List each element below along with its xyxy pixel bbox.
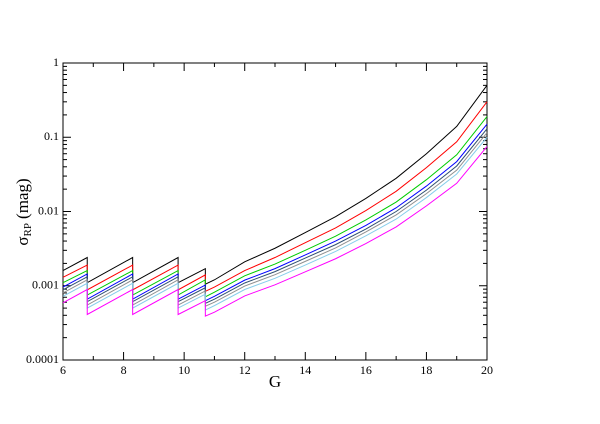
y-axis-label: σRP (mag) (13, 178, 34, 245)
y-label-subscript: RP (22, 223, 34, 236)
x-tick-label: 12 (239, 363, 251, 377)
x-tick-label: 14 (299, 363, 311, 377)
series-line (62, 146, 488, 317)
x-tick-label: 6 (60, 363, 66, 377)
series-line (62, 101, 488, 293)
series-line (62, 116, 488, 298)
y-tick-label: 0.01 (38, 203, 59, 217)
series-line (62, 123, 488, 302)
x-tick-label: 8 (121, 363, 127, 377)
series-line (62, 132, 488, 307)
x-tick-label: 10 (178, 363, 190, 377)
y-tick-label: 0.1 (44, 129, 59, 143)
x-tick-label: 20 (481, 363, 493, 377)
y-label-unit: (mag) (13, 178, 32, 219)
y-label-symbol: σ (13, 236, 32, 245)
y-tick-label: 0.0001 (26, 352, 59, 366)
x-tick-label: 16 (360, 363, 372, 377)
x-axis-label: G (269, 372, 281, 391)
y-tick-label: 0.001 (32, 278, 59, 292)
plot-frame (62, 62, 488, 361)
y-tick-label: 1 (53, 55, 59, 69)
x-tick-label: 18 (420, 363, 432, 377)
series-line (62, 128, 488, 305)
series-line (62, 136, 488, 311)
series-line (62, 85, 488, 285)
